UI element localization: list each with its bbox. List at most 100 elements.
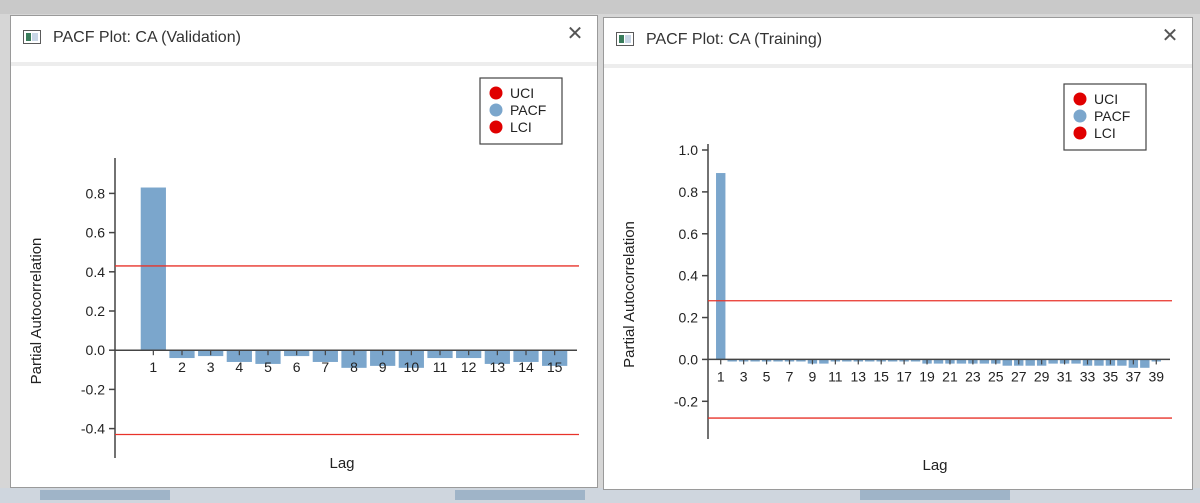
y-tick-label: 0.4 [86,264,106,280]
pacf-bar [750,359,760,362]
legend-label: LCI [1094,125,1116,141]
x-tick-label: 11 [828,368,843,384]
x-tick-label: 19 [919,368,935,384]
pacf-bar [341,350,367,368]
y-tick-label: 0.4 [679,268,699,284]
background-cell [455,490,585,500]
x-tick-label: 17 [896,368,912,384]
legend-label: PACF [510,102,546,118]
x-tick-label: 4 [235,359,243,375]
pacf-bar [513,350,539,362]
x-tick-label: 9 [809,368,817,384]
pacf-bar [1140,359,1150,368]
pacf-training-chart: -0.20.00.20.40.60.81.01 3 5 7 9 11 13 15 17 19 21 2… [621,83,1172,474]
x-tick-label: 5 [763,368,771,384]
close-button[interactable]: ✕ [1158,24,1182,48]
pacf-bar [933,359,944,364]
y-tick-label: 0.2 [86,303,106,319]
pacf-bar [716,173,726,360]
x-tick-label: 12 [461,359,477,375]
x-tick-label: 1 [717,368,725,384]
x-tick-label: 1 [149,359,157,375]
y-tick-label: 0.0 [679,351,699,367]
pacf-bar [727,359,737,362]
pacf-bar [1025,359,1035,366]
legend-marker [489,86,503,100]
x-tick-label: 21 [942,368,958,384]
legend-marker [1073,92,1087,106]
pacf-validation-chart: -0.4-0.20.00.20.40.60.81 2 3 4 5 6 7 8 9 10 11 12 13… [28,77,579,472]
y-tick-label: 0.0 [86,342,106,358]
pacf-bar [956,359,967,364]
x-tick-label: 13 [490,359,506,375]
pacf-bar [312,350,338,362]
close-icon: ✕ [566,23,584,45]
legend-label: UCI [1094,91,1118,107]
background-cell [860,490,1010,500]
pacf-bar [370,350,396,366]
pacf-validation-window[interactable]: PACF Plot: CA (Validation) ✕ -0.4 -0.2 0.0… [10,15,598,488]
x-tick-label: 11 [433,359,448,375]
pacf-bar [819,359,829,364]
legend-label: PACF [1094,108,1130,124]
x-tick-label: 27 [1011,368,1027,384]
y-tick-label: 0.8 [679,184,699,200]
x-tick-label: 39 [1148,368,1164,384]
y-tick-label: 0.2 [679,310,699,326]
y-tick-label: -0.2 [81,381,105,397]
legend-label: UCI [510,85,534,101]
x-tick-label: 7 [786,368,794,384]
x-tick-label: 31 [1057,368,1073,384]
x-tick-label: 6 [293,359,301,375]
pacf-bar [1094,359,1104,366]
legend-marker [489,120,503,134]
pacf-bar [542,350,568,366]
app-window-icon [23,30,41,44]
app-window-icon [616,32,634,46]
pacf-bar [910,359,921,362]
x-tick-label: 3 [207,359,215,375]
close-button[interactable]: ✕ [563,22,587,46]
y-tick-label: 0.6 [86,225,106,241]
pacf-bar [796,359,806,362]
x-tick-label: 10 [404,359,420,375]
pacf-bar [226,350,252,362]
window-title: PACF Plot: CA (Validation) [53,29,241,46]
x-tick-label: 5 [264,359,272,375]
x-tick-label: 25 [988,368,1004,384]
y-axis-label: Partial Autocorrelation [28,238,45,385]
x-tick-label: 15 [873,368,889,384]
y-axis-label: Partial Autocorrelation [621,221,638,368]
pacf-bar [140,187,166,351]
close-icon: ✕ [1161,25,1179,47]
legend-marker [489,103,503,117]
x-axis-label: Lag [329,455,354,472]
titlebar-divider [11,62,597,66]
window-titlebar[interactable]: PACF Plot: CA (Validation) ✕ [11,16,597,62]
y-tick-label: 1.0 [679,142,699,158]
x-tick-label: 3 [740,368,748,384]
x-tick-label: 14 [518,359,534,375]
y-tick-label: -0.4 [81,421,105,437]
pacf-bar [484,350,510,364]
window-title: PACF Plot: CA (Training) [646,31,823,48]
window-titlebar[interactable]: PACF Plot: CA (Training) ✕ [604,18,1192,64]
titlebar-divider [604,64,1192,68]
pacf-bar [1002,359,1012,366]
legend-label: LCI [510,119,532,135]
x-tick-label: 2 [178,359,186,375]
background-toolbar [0,0,1200,14]
pacf-training-window[interactable]: PACF Plot: CA (Training) ✕ -0.2 0.0 0.2 0.4… [603,17,1193,490]
pacf-bar [1048,359,1058,364]
x-tick-label: 13 [850,368,866,384]
x-tick-label: 23 [965,368,981,384]
pacf-bar [255,350,281,364]
pacf-bar [1071,359,1081,364]
pacf-bar [887,359,898,362]
x-tick-label: 9 [379,359,387,375]
x-tick-label: 15 [547,359,563,375]
background-grid-strip [0,488,1200,503]
x-tick-label: 37 [1126,368,1142,384]
x-axis-label: Lag [922,457,947,474]
legend-marker [1073,126,1087,140]
